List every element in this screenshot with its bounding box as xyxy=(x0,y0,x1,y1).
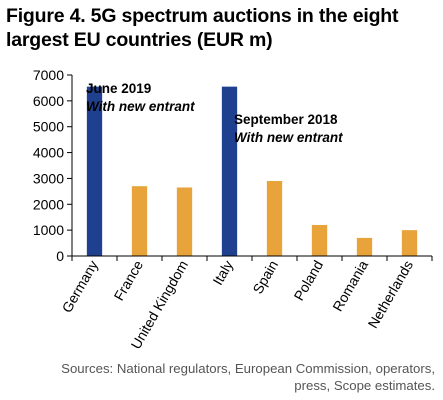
chart-title-line-1: Figure 4. 5G spectrum auctions in the ei… xyxy=(6,5,399,27)
bar-spain xyxy=(266,181,283,256)
annotations: June 2019 With new entrant September 201… xyxy=(86,81,343,145)
x-category-label: Poland xyxy=(290,258,326,304)
x-category-label: Italy xyxy=(209,258,236,288)
bars xyxy=(86,86,418,256)
bar-romania xyxy=(356,237,373,256)
y-tick-label: 3000 xyxy=(33,170,64,186)
y-axis: 0 1000 2000 3000 4000 5000 6000 7000 xyxy=(33,67,73,264)
annotation-june-2019-line-2: With new entrant xyxy=(86,99,195,114)
y-tick-label: 1000 xyxy=(33,222,64,238)
bar-poland xyxy=(311,224,328,256)
chart-title: Figure 4. 5G spectrum auctions in the ei… xyxy=(6,4,436,52)
annotation-september-2018-line-2: With new entrant xyxy=(234,130,343,145)
y-tick-label: 0 xyxy=(56,248,64,264)
bar-netherlands xyxy=(401,230,418,256)
y-tick-label: 6000 xyxy=(33,93,64,109)
bar-france xyxy=(131,186,148,256)
source-note: Sources: National regulators, European C… xyxy=(15,360,435,394)
bar-united-kingdom xyxy=(176,187,193,256)
annotation-june-2019-line-1: June 2019 xyxy=(86,81,151,96)
x-category-label: Spain xyxy=(249,258,281,297)
source-line-2: press, Scope estimates. xyxy=(294,378,435,393)
annotation-september-2018-line-1: September 2018 xyxy=(234,112,338,127)
source-line-1: Sources: National regulators, European C… xyxy=(61,361,435,376)
bar-germany xyxy=(86,86,103,256)
x-category-label: France xyxy=(110,257,146,303)
bar-italy xyxy=(221,86,238,256)
x-category-label: Romania xyxy=(329,257,371,314)
y-tick-label: 2000 xyxy=(33,196,64,212)
x-category-label: Germany xyxy=(58,258,101,316)
x-category-label: Netherlands xyxy=(364,258,416,331)
y-tick-label: 7000 xyxy=(33,67,64,83)
y-tick-label: 5000 xyxy=(33,119,64,135)
chart-title-line-2: largest EU countries (EUR m) xyxy=(6,29,273,51)
bar-chart: 0 1000 2000 3000 4000 5000 6000 7000 Germany Fra… xyxy=(33,67,433,352)
y-tick-label: 4000 xyxy=(33,145,64,161)
